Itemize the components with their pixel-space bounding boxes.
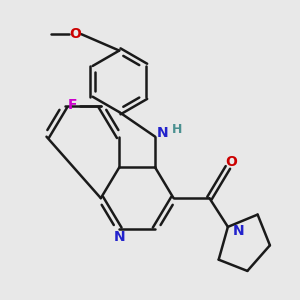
Text: N: N <box>232 224 244 238</box>
Text: N: N <box>113 230 125 244</box>
Text: O: O <box>69 27 81 41</box>
Text: N: N <box>157 126 168 140</box>
Text: F: F <box>68 98 77 112</box>
Text: O: O <box>225 155 237 169</box>
Text: H: H <box>172 123 182 136</box>
